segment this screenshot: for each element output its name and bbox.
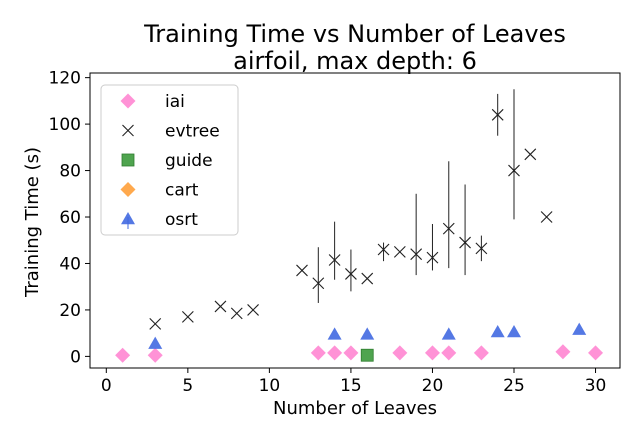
legend-marker-iai [120,93,136,109]
x-tick-label: 10 [259,376,281,396]
osrt-point [327,327,342,340]
evtree-point [328,254,341,266]
guide-point [360,348,374,362]
evtree-point-stroke [524,148,537,161]
evtree-point-stroke [230,307,243,320]
evtree-point-stroke [459,236,471,249]
iai-point [147,347,163,363]
legend-label-osrt: osrt [165,210,198,230]
chart-title: Training Time vs Number of Leaves [143,20,566,48]
evtree-point [524,148,537,161]
evtree-point-stroke [328,254,341,266]
evtree-point [247,304,259,316]
osrt-point [360,327,375,340]
plot-frame [89,72,621,369]
iai-point [115,347,131,363]
legend-box [100,84,239,236]
evtree-point-stroke [181,311,194,323]
x-tick-label: 15 [340,376,362,396]
evtree-point [214,300,227,313]
x-tick-label: 30 [585,376,607,396]
y-tick-label: 100 [49,115,81,135]
evtree-point [312,277,325,290]
evtree-point-stroke [393,245,406,258]
evtree-point [149,317,162,330]
evtree-point [540,211,553,223]
plot-area: 0 5 10 15 20 25 30 0 20 40 60 80 100 120 [49,69,621,396]
legend-marker-cart [120,182,136,197]
evtree-point [410,248,423,261]
legend-label-guide: guide [165,151,213,171]
y-axis-label: Training Time (s) [22,147,43,298]
evtree-point-stroke [247,304,259,316]
x-tick-label: 0 [101,376,112,396]
evtree-point [181,311,194,323]
legend: iai evtree guide cart osrt [100,84,239,236]
evtree-point-stroke [426,251,439,264]
legend-marker-evtree-stroke [122,124,134,137]
evtree-point [459,236,471,249]
osrt-point [490,324,505,338]
iai-point [327,345,343,361]
evtree-point [345,268,357,280]
iai-point [343,345,359,361]
evtree-point-stroke [296,264,308,277]
evtree-point [296,264,308,277]
legend-marker-guide [121,153,135,167]
evtree-point [393,245,406,258]
legend-marker-osrt [121,212,135,225]
chart-subtitle: airfoil, max depth: 6 [233,47,477,75]
evtree-point-stroke [377,243,390,256]
osrt-point [507,324,521,338]
iai-point [392,345,408,361]
evtree-point-stroke [149,317,162,330]
evtree-point-stroke [312,277,325,290]
legend-marker-evtree [122,124,134,137]
y-tick-label: 0 [70,347,81,367]
evtree-point-stroke [475,242,488,255]
y-tick-label: 20 [59,301,81,321]
evtree-point [230,307,243,320]
evtree-point-stroke [214,300,227,313]
x-tick-label: 5 [182,376,193,396]
evtree-point [426,251,439,264]
iai-point [473,345,489,361]
evtree-point [475,242,488,255]
evtree-point [491,108,504,121]
evtree-point-stroke [508,164,520,177]
x-tick-label: 25 [503,376,525,396]
osrt-point [572,322,587,335]
y-tick-label: 80 [59,162,81,182]
iai-point [310,345,326,361]
y-tick-label: 40 [59,254,81,274]
y-tick-label: 60 [59,208,81,228]
x-tick-label: 20 [422,376,444,396]
evtree-point-stroke [442,222,455,235]
evtree-point [361,272,374,285]
evtree-point-stroke [361,272,374,285]
evtree-point [508,164,520,177]
iai-point [588,345,604,361]
legend-label-iai: iai [165,92,185,112]
osrt-point [441,327,456,340]
evtree-point-stroke [540,211,553,223]
evtree-point [377,243,390,256]
evtree-point-stroke [491,108,504,121]
iai-point [555,344,571,360]
x-axis-label: Number of Leaves [273,398,437,419]
y-tick-label: 120 [49,69,81,89]
evtree-point-stroke [345,268,357,280]
legend-label-evtree: evtree [165,122,220,142]
iai-point [424,345,440,361]
osrt-point [148,336,163,349]
evtree-point [442,222,455,235]
evtree-point-stroke [410,248,423,261]
legend-label-cart: cart [165,181,199,201]
iai-point [441,345,457,361]
